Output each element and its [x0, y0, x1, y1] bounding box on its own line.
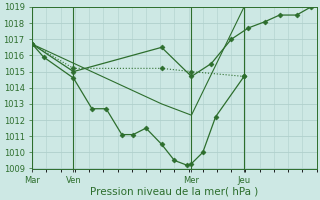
X-axis label: Pression niveau de la mer( hPa ): Pression niveau de la mer( hPa )	[90, 187, 259, 197]
